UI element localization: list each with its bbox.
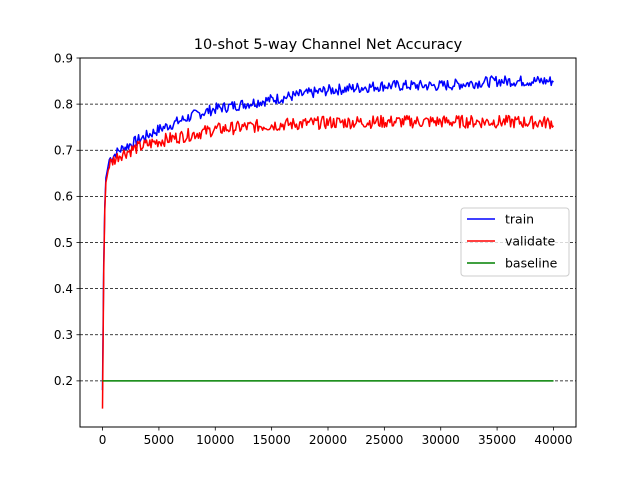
y-tick-label: 0.2 xyxy=(54,374,73,388)
series-line-validate xyxy=(101,114,555,409)
y-tick-label: 0.3 xyxy=(54,328,73,342)
legend-label-baseline: baseline xyxy=(505,256,558,271)
legend-label-validate: validate xyxy=(505,234,555,249)
x-tick-label: 30000 xyxy=(422,433,460,447)
y-tick-label: 0.4 xyxy=(54,282,73,296)
y-tick-label: 0.6 xyxy=(54,190,73,204)
legend-label-train: train xyxy=(505,212,534,227)
x-tick-label: 20000 xyxy=(309,433,347,447)
legend: train validate baseline xyxy=(460,207,570,277)
x-tick-label: 40000 xyxy=(534,433,572,447)
chart-title: 10-shot 5-way Channel Net Accuracy xyxy=(194,37,463,53)
x-tick-label: 5000 xyxy=(144,433,175,447)
legend-box xyxy=(460,207,570,277)
x-tick-label: 25000 xyxy=(365,433,403,447)
y-tick-label: 0.7 xyxy=(54,144,73,158)
x-tick-label: 35000 xyxy=(478,433,516,447)
axis-ticks: 0.2 0.3 0.4 0.5 0.6 0.7 0.8 0.9 0 5000 10000 15000 2… xyxy=(54,51,573,447)
series-line-train xyxy=(101,75,554,391)
y-tick-label: 0.9 xyxy=(54,51,73,65)
x-tick-label: 10000 xyxy=(196,433,234,447)
y-tick-label: 0.5 xyxy=(54,236,73,250)
x-tick-label: 15000 xyxy=(253,433,291,447)
y-tick-label: 0.8 xyxy=(54,97,73,111)
series-lines xyxy=(101,75,555,409)
x-tick-label: 0 xyxy=(99,433,107,447)
